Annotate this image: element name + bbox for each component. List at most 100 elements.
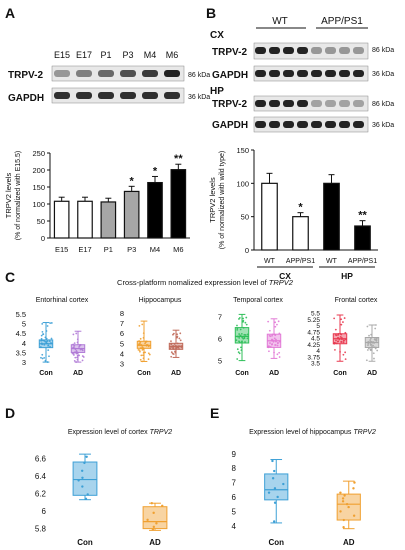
- x-tick-label: AD: [269, 370, 279, 377]
- data-point: [170, 340, 172, 343]
- data-point: [176, 342, 179, 345]
- y-tick-label: 9: [232, 450, 237, 459]
- western-blot-b: WT APP/PS1 CX HP TRPV-2 GAPDH TRPV-2 GAP…: [210, 16, 394, 133]
- bar: [292, 216, 309, 251]
- chart-title: Frontal cortex: [335, 297, 378, 304]
- data-point: [140, 354, 143, 357]
- data-point: [365, 359, 368, 362]
- data-point: [73, 359, 76, 362]
- data-point: [371, 341, 374, 344]
- y-tick-label: 4.75: [307, 329, 320, 336]
- data-point: [274, 321, 277, 324]
- data-point: [336, 337, 339, 340]
- data-point: [138, 340, 140, 342]
- data-point: [81, 476, 84, 479]
- data-point: [240, 349, 243, 352]
- x-tick-label: APP/PS1: [286, 258, 315, 265]
- data-point: [271, 343, 274, 345]
- blot-a-gapdh-band: [54, 92, 70, 99]
- blot-b-hp-trpv2-band: [255, 100, 266, 107]
- blot-a-gapdh-band: [98, 92, 114, 99]
- chart-title-gene: TRPV2: [353, 429, 376, 436]
- chart-title: Expression level of hippocampus TRPV2: [249, 429, 376, 436]
- western-blot-a: E15 E17 P1 P3 M4 M6 TRPV-2 GAPDH 86 kDa 36 kD…: [8, 50, 210, 104]
- data-point: [347, 505, 350, 509]
- data-point: [273, 333, 276, 336]
- data-point: [335, 339, 337, 342]
- data-point: [369, 337, 372, 340]
- box: [142, 506, 168, 530]
- y-tick-label: 6: [218, 335, 222, 344]
- panel-letter-b: B: [206, 5, 216, 21]
- data-point: [48, 355, 50, 358]
- data-point: [174, 351, 177, 354]
- data-point: [236, 327, 239, 330]
- data-point: [271, 333, 274, 336]
- data-point: [335, 342, 338, 345]
- data-point: [76, 338, 79, 341]
- data-point: [86, 493, 89, 496]
- data-point: [81, 485, 84, 488]
- data-point: [76, 341, 79, 344]
- chart-title-gene: TRPV2: [150, 429, 173, 436]
- data-point: [241, 340, 243, 343]
- panel-c-title-gene: TRPV2: [269, 278, 294, 287]
- data-point: [367, 344, 369, 347]
- y-tick-label: 6.2: [35, 490, 47, 499]
- y-tick-label: 4: [22, 339, 26, 348]
- data-point: [71, 352, 74, 355]
- bar-chart-B: 0 50 100 150 TRPV2 levels (% of normalized wi…: [208, 146, 378, 281]
- data-point: [85, 455, 88, 458]
- y-tick-label: 50: [37, 217, 45, 226]
- data-point: [244, 333, 247, 336]
- blot-b-cx-gapdh-band: [353, 70, 364, 77]
- data-point: [342, 526, 345, 529]
- data-point: [345, 502, 349, 506]
- data-point: [273, 487, 277, 490]
- data-point: [368, 334, 370, 337]
- data-point: [245, 316, 248, 319]
- data-point: [139, 350, 141, 353]
- blot-b-cx-gapdh-band: [269, 70, 280, 77]
- data-point: [147, 345, 150, 348]
- data-point: [243, 336, 246, 339]
- blot-a-lane-label: M6: [166, 50, 179, 60]
- data-point: [342, 341, 345, 344]
- box-plot-C3: Temporal cortex 5 6 7 Con AD: [218, 297, 284, 377]
- y-tick-label: 50: [241, 213, 249, 222]
- data-point: [343, 494, 346, 497]
- blot-b-cx-gapdh-band: [283, 70, 294, 77]
- data-point: [367, 340, 370, 343]
- y-tick-label: 7: [120, 319, 124, 328]
- group-label: HP: [341, 271, 353, 281]
- data-point: [45, 330, 48, 332]
- data-point: [269, 345, 272, 348]
- data-point: [83, 461, 86, 465]
- blot-b-cx-gapdh-band: [311, 70, 322, 77]
- data-point: [244, 321, 247, 324]
- data-point: [246, 333, 249, 336]
- blot-b-cx-marker-86: 86 kDa: [372, 47, 394, 54]
- data-point: [147, 358, 150, 361]
- y-tick-label: 7: [232, 479, 237, 488]
- data-point: [276, 344, 279, 347]
- data-point: [139, 337, 142, 340]
- data-point: [271, 459, 274, 463]
- data-point: [276, 323, 278, 326]
- data-point: [367, 347, 370, 350]
- panel-letter-d: D: [5, 405, 15, 421]
- blot-b-hp-trpv2-band: [311, 100, 322, 107]
- data-point: [73, 354, 75, 356]
- blot-b-group-wt: WT: [272, 16, 288, 27]
- data-point: [150, 502, 153, 505]
- data-point: [75, 351, 77, 354]
- data-point: [178, 345, 181, 348]
- panel-c-title-prefix: Cross-platform nomalized expression leve…: [117, 278, 269, 287]
- data-point: [369, 348, 372, 351]
- data-point: [141, 323, 144, 326]
- x-tick-label: AD: [343, 538, 355, 547]
- data-point: [353, 481, 356, 484]
- data-point: [41, 322, 44, 325]
